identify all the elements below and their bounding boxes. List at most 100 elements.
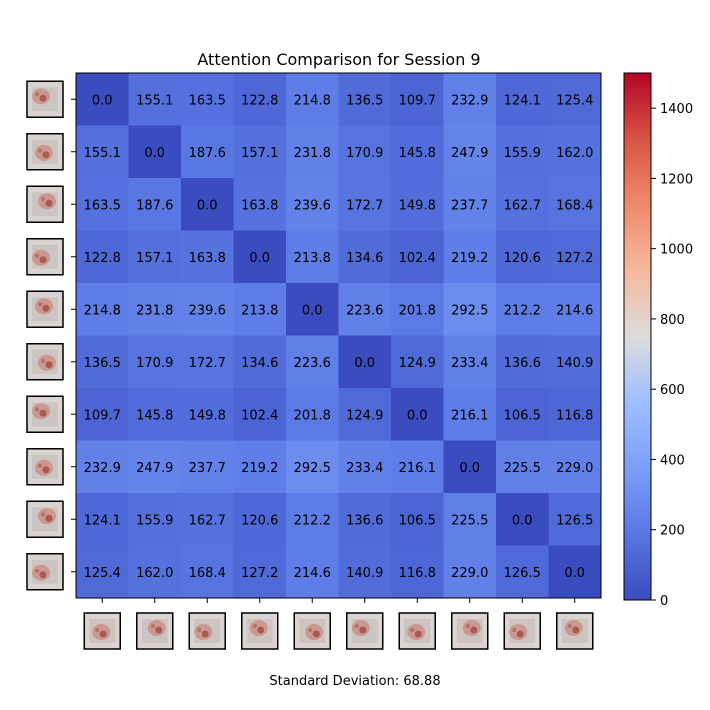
cell-value-label: 0.0 <box>459 461 480 476</box>
cell-value-label: 201.8 <box>399 303 436 318</box>
cell-value-label: 168.4 <box>189 566 226 581</box>
heatmap-cell <box>181 230 234 284</box>
cell-value-label: 229.0 <box>556 461 593 476</box>
cell-value-label: 124.1 <box>504 93 541 108</box>
cell-value-label: 136.6 <box>346 513 383 528</box>
heatmap-cell <box>496 125 549 179</box>
cell-value-label: 162.7 <box>189 513 226 528</box>
cell-value-label: 214.6 <box>294 566 331 581</box>
cell-value-label: 106.5 <box>504 408 541 423</box>
heatmap-cell <box>233 545 287 599</box>
heatmap-cell <box>181 493 234 546</box>
cell-value-label: 214.6 <box>556 303 593 318</box>
cell-value-label: 163.5 <box>189 93 226 108</box>
heatmap-cell <box>391 178 444 231</box>
heatmap-cell <box>338 73 392 126</box>
cell-value-label: 187.6 <box>136 198 173 213</box>
cell-value-label: 162.7 <box>504 198 541 213</box>
cell-value-label: 157.1 <box>241 146 278 161</box>
cell-value-label: 163.5 <box>84 198 121 213</box>
heatmap-cell <box>548 73 602 126</box>
cell-value-label: 231.8 <box>294 146 331 161</box>
colorbar-tick-label: 200 <box>660 524 685 539</box>
heatmap-cell <box>181 283 234 336</box>
cell-value-label: 223.6 <box>294 356 331 371</box>
cell-value-label: 237.7 <box>451 198 488 213</box>
cell-value-label: 0.0 <box>197 198 218 213</box>
cell-value-label: 162.0 <box>556 146 593 161</box>
heatmap-cell <box>181 388 234 441</box>
cell-value-label: 122.8 <box>241 93 278 108</box>
heatmap-cell <box>496 230 549 284</box>
chart-title: Attention Comparison for Session 9 <box>197 50 480 69</box>
heatmap-cell <box>286 73 339 126</box>
heatmap-cell <box>76 440 129 494</box>
heatmap-cell-labels: 0.0 155.1 163.5 122.8 214.8 136.5 109.7 232.9 12… <box>84 93 594 581</box>
heatmap-cell <box>391 440 444 494</box>
heatmap-cell <box>181 335 234 389</box>
cell-value-label: 162.0 <box>136 566 173 581</box>
cell-value-label: 214.8 <box>294 93 331 108</box>
cell-value-label: 127.2 <box>556 251 593 266</box>
cell-value-label: 163.8 <box>189 251 226 266</box>
cell-value-label: 136.6 <box>504 356 541 371</box>
cell-value-label: 126.5 <box>504 566 541 581</box>
heatmap-cell <box>233 283 287 336</box>
cell-value-label: 0.0 <box>407 408 428 423</box>
cell-value-label: 136.5 <box>346 93 383 108</box>
heatmap-cell <box>128 230 182 284</box>
cell-value-label: 0.0 <box>249 251 270 266</box>
attention-thumbnail-image <box>26 553 64 591</box>
attention-thumbnail-image <box>26 395 64 433</box>
cell-value-label: 106.5 <box>399 513 436 528</box>
heatmap-cell <box>443 125 497 179</box>
cell-value-label: 124.1 <box>84 513 121 528</box>
attention-thumbnail-image <box>26 500 64 538</box>
heatmap-cell <box>496 283 549 336</box>
heatmap-cell <box>496 440 549 494</box>
heatmap-cell <box>496 545 549 599</box>
cell-value-label: 140.9 <box>346 566 383 581</box>
colorbar-tick-label: 1200 <box>660 172 693 187</box>
heatmap-cell <box>338 388 392 441</box>
heatmap-cell <box>496 335 549 389</box>
cell-value-label: 155.1 <box>84 146 121 161</box>
heatmap-cell <box>548 178 602 231</box>
cell-value-label: 247.9 <box>451 146 488 161</box>
attention-thumbnail-image <box>26 185 64 223</box>
heatmap-cell <box>76 388 129 441</box>
attention-thumbnail-image <box>26 238 64 276</box>
attention-thumbnail-image <box>398 612 436 650</box>
heatmap-cell <box>338 283 392 336</box>
cell-value-label: 163.8 <box>241 198 278 213</box>
attention-thumbnail-image <box>26 343 64 381</box>
cell-value-label: 172.7 <box>346 198 383 213</box>
heatmap-cell <box>181 178 234 231</box>
cell-value-label: 0.0 <box>144 146 165 161</box>
heatmap-cell <box>286 230 339 284</box>
heatmap-cell <box>443 283 497 336</box>
heatmap-cell <box>548 283 602 336</box>
cell-value-label: 0.0 <box>564 566 585 581</box>
heatmap-cell <box>496 493 549 546</box>
cell-value-label: 0.0 <box>302 303 323 318</box>
heatmap-cell <box>286 388 339 441</box>
heatmap-cell <box>338 178 392 231</box>
heatmap-cell <box>548 388 602 441</box>
y-axis-ticks <box>26 80 76 591</box>
attention-thumbnail-image <box>83 612 121 650</box>
heatmap-frame <box>75 72 602 599</box>
cell-value-label: 213.8 <box>294 251 331 266</box>
attention-thumbnail-image <box>26 80 64 118</box>
cell-value-label: 292.5 <box>451 303 488 318</box>
cell-value-label: 145.8 <box>399 146 436 161</box>
heatmap-cell <box>233 125 287 179</box>
cell-value-label: 157.1 <box>136 251 173 266</box>
cell-value-label: 149.8 <box>189 408 226 423</box>
cell-value-label: 127.2 <box>241 566 278 581</box>
heatmap-cell <box>443 440 497 494</box>
cell-value-label: 233.4 <box>451 356 488 371</box>
cell-value-label: 134.6 <box>346 251 383 266</box>
colorbar-tick-label: 800 <box>660 313 685 328</box>
